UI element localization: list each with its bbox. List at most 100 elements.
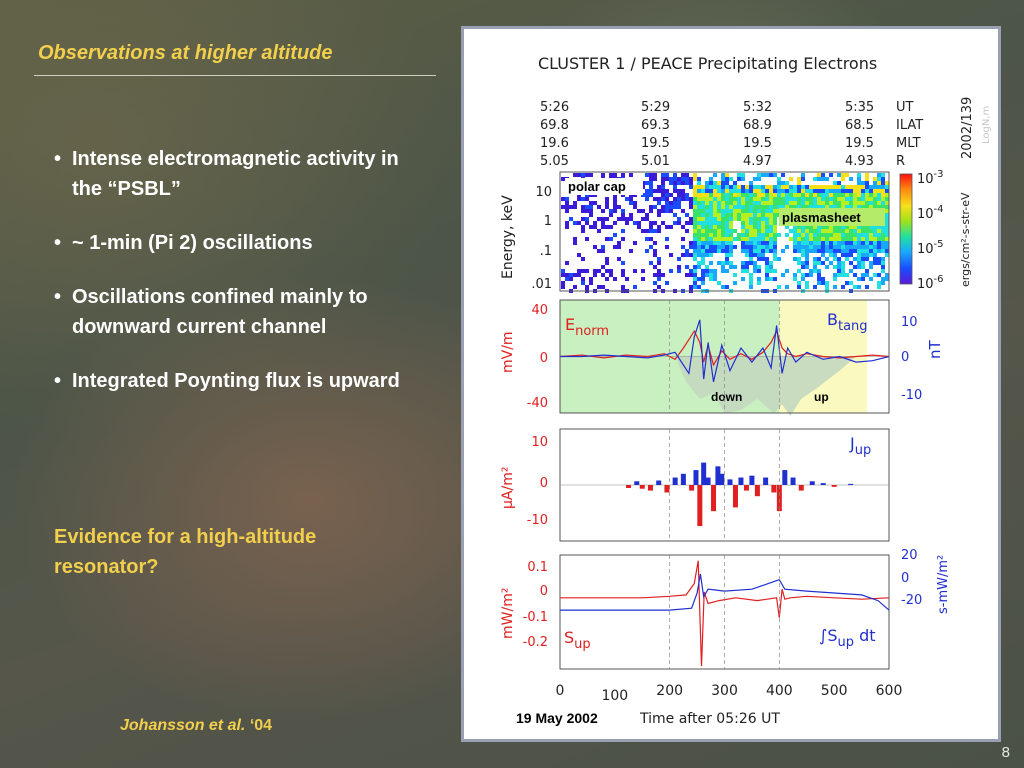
spectrogram-cell <box>697 209 701 213</box>
spectrogram-cell <box>693 233 697 237</box>
spectrogram-cell <box>829 253 833 257</box>
spectrogram-cell <box>621 261 625 265</box>
spectrogram-cell <box>857 233 861 237</box>
spectrogram-cell <box>785 189 789 193</box>
spectrogram-cell <box>769 185 773 189</box>
spectrogram-cell <box>657 189 661 193</box>
spectrogram-cell <box>713 193 717 197</box>
spectrogram-cell <box>681 225 685 229</box>
spectrogram-cell <box>729 233 733 237</box>
spectrogram-cell <box>717 229 721 233</box>
spectrogram-cell <box>745 197 749 201</box>
spectrogram-cell <box>601 285 605 289</box>
spectrogram-cell <box>693 237 697 241</box>
spectrogram-cell <box>709 185 713 189</box>
spectrogram-cell <box>845 225 849 229</box>
spectrogram-cell <box>693 185 697 189</box>
spectrogram-cell <box>765 237 769 241</box>
spectrogram-cell <box>729 213 733 217</box>
spectrogram-cell <box>677 193 681 197</box>
spectrogram-cell <box>841 193 845 197</box>
spectrogram-cell <box>721 241 725 245</box>
spectrogram-cell <box>661 273 665 277</box>
citation: Johansson et al. ‘04 <box>120 717 272 735</box>
spectrogram-cell <box>769 237 773 241</box>
spectrogram-cell <box>749 185 753 189</box>
spectrogram-cell <box>617 217 621 221</box>
spectrogram-cell <box>873 261 877 265</box>
spectrogram-cell <box>729 177 733 181</box>
spectrogram-cell <box>709 213 713 217</box>
spectrogram-cell <box>709 245 713 249</box>
spectrogram-cell <box>825 233 829 237</box>
spectrogram-cell <box>729 209 733 213</box>
spectrogram-cell <box>713 181 717 185</box>
spectrogram-cell <box>825 201 829 205</box>
spectrogram-cell <box>857 245 861 249</box>
spectrogram-cell <box>709 189 713 193</box>
spectrogram-cell <box>845 201 849 205</box>
spectrogram-cell <box>825 241 829 245</box>
spectrogram-cell <box>873 249 877 253</box>
spectrogram-cell <box>829 225 833 229</box>
spectrogram-cell <box>805 185 809 189</box>
spectrogram-cell <box>729 237 733 241</box>
spectrogram-cell <box>617 245 621 249</box>
spectrogram-cell <box>813 201 817 205</box>
spectrogram-cell <box>789 193 793 197</box>
spectrogram-cell <box>581 197 585 201</box>
spectrogram-cell <box>801 273 805 277</box>
spectrogram-cell <box>789 185 793 189</box>
spectrogram-cell <box>573 237 577 241</box>
spectrogram-cell <box>801 277 805 281</box>
current-bar <box>732 485 738 508</box>
spectrogram-cell <box>733 185 737 189</box>
spectrogram-cell <box>561 281 565 285</box>
spectrogram-cell <box>589 205 593 209</box>
spectrogram-cell <box>669 225 673 229</box>
spectrogram-cell <box>737 193 741 197</box>
spectrogram-cell <box>585 221 589 225</box>
spectrogram-cell <box>725 269 729 273</box>
spectrogram-cell <box>837 229 841 233</box>
spectrogram-cell <box>749 189 753 193</box>
spectrogram-cell <box>609 269 613 273</box>
spectrogram-cell <box>565 209 569 213</box>
spectrogram-cell <box>865 185 869 189</box>
spectrogram-cell <box>769 205 773 209</box>
spectrogram-cell <box>809 205 813 209</box>
spectrogram-cell <box>653 273 657 277</box>
spectrogram-cell <box>821 193 825 197</box>
polar-cap-label: polar cap <box>568 179 626 194</box>
spectrogram-cell <box>597 205 601 209</box>
spectrogram-cell <box>693 177 697 181</box>
spectrogram-cell <box>753 209 757 213</box>
spectrogram-cell <box>857 201 861 205</box>
spectrogram-cell <box>701 253 705 257</box>
spectrogram-cell <box>797 233 801 237</box>
spectrogram-cell <box>701 233 705 237</box>
spectrogram-cell <box>881 229 885 233</box>
spectrogram-cell <box>697 221 701 225</box>
spectrogram-cell <box>717 209 721 213</box>
spectrogram-cell <box>577 273 581 277</box>
spectrogram-cell <box>693 209 697 213</box>
spectrogram-cell <box>781 205 785 209</box>
spectrogram-cell <box>849 245 853 249</box>
spectrogram-cell <box>665 177 669 181</box>
spectrogram-cell <box>777 197 781 201</box>
spectrogram-cell <box>733 201 737 205</box>
spectrogram-cell <box>609 209 613 213</box>
spectrogram-cell <box>761 213 765 217</box>
spectrogram-cell <box>873 197 877 201</box>
orbit-table-value: 5.05 <box>540 154 569 169</box>
spectrogram-cell <box>753 221 757 225</box>
spectrogram-cell <box>849 193 853 197</box>
spectrogram-cell <box>865 201 869 205</box>
spectrogram-cell <box>581 205 585 209</box>
spectrogram-cell <box>805 189 809 193</box>
colorbar-tick-base: 10 <box>917 172 934 187</box>
bullet-item: • Oscillations confined mainly to downwar… <box>54 282 414 342</box>
spectrogram-cell <box>765 197 769 201</box>
spectrogram-cell <box>745 225 749 229</box>
